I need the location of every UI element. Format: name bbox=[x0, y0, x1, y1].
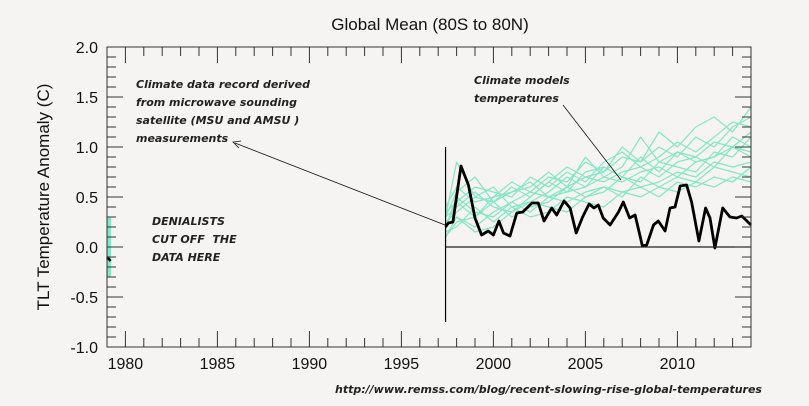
annotation-arrows bbox=[232, 104, 622, 226]
model-series-line-2 bbox=[445, 161, 752, 238]
chart-title: Global Mean (80S to 80N) bbox=[331, 15, 529, 34]
x-tick-label: 2005 bbox=[568, 356, 604, 373]
y-tick-label: -0.5 bbox=[70, 290, 98, 307]
model-series-line-4 bbox=[445, 166, 752, 228]
x-tick-label: 1980 bbox=[108, 356, 144, 373]
model-series-group bbox=[107, 106, 752, 277]
y-tick-label: 1.5 bbox=[76, 90, 98, 107]
arrow-head-icon bbox=[232, 140, 242, 149]
y-tick-label: 1.0 bbox=[76, 140, 98, 157]
model-series-line-11 bbox=[445, 136, 752, 228]
model-series-line-0 bbox=[445, 146, 752, 228]
x-tick-label: 1990 bbox=[292, 356, 328, 373]
model-series-line-10 bbox=[445, 106, 752, 218]
model-series-line-6 bbox=[445, 176, 752, 233]
annotation-observed: Climate data record derived from microwa… bbox=[136, 78, 310, 145]
x-tick-label: 1995 bbox=[384, 356, 420, 373]
observed-series-line bbox=[444, 164, 752, 250]
source-url: http://www.remss.com/blog/recent-slowing… bbox=[335, 383, 762, 396]
annotation-models: Climate models temperatures bbox=[474, 74, 570, 105]
observed-start-line bbox=[106, 256, 112, 262]
y-tick-label: 0.0 bbox=[76, 240, 98, 257]
models-arrow bbox=[562, 104, 622, 181]
x-tick-label: 1985 bbox=[200, 356, 236, 373]
annotation-cutoff: DENIALISTS CUT OFF THE DATA HERE bbox=[152, 215, 237, 264]
model-series-line-9 bbox=[445, 166, 752, 238]
axes: 1980 1985 1990 1995 2000 2005 2010 2.0 1.5 1.0 0.5… bbox=[70, 40, 752, 373]
observed-arrow bbox=[234, 142, 446, 226]
model-series-line-5 bbox=[445, 121, 752, 213]
y-tick-label: 0.5 bbox=[76, 190, 98, 207]
y-axis-label: TLT Temperature Anomaly (C) bbox=[34, 84, 53, 311]
observed-series-group bbox=[106, 164, 752, 262]
y-tick-label: -1.0 bbox=[70, 340, 98, 357]
x-tick-label: 2010 bbox=[660, 356, 696, 373]
y-tick-label: 2.0 bbox=[76, 40, 98, 57]
x-tick-label: 2000 bbox=[476, 356, 512, 373]
